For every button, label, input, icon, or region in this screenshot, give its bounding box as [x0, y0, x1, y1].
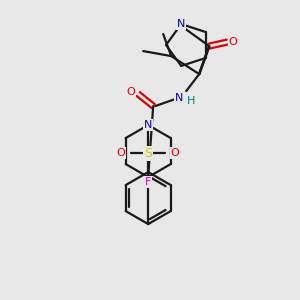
Text: O: O — [117, 148, 126, 158]
Text: O: O — [229, 37, 238, 47]
Text: F: F — [145, 177, 152, 187]
Text: H: H — [187, 96, 195, 106]
Text: S: S — [144, 147, 152, 160]
Text: N: N — [175, 93, 183, 103]
Text: O: O — [171, 148, 180, 158]
Text: O: O — [127, 87, 136, 97]
Text: N: N — [177, 19, 185, 29]
Text: N: N — [144, 120, 152, 130]
